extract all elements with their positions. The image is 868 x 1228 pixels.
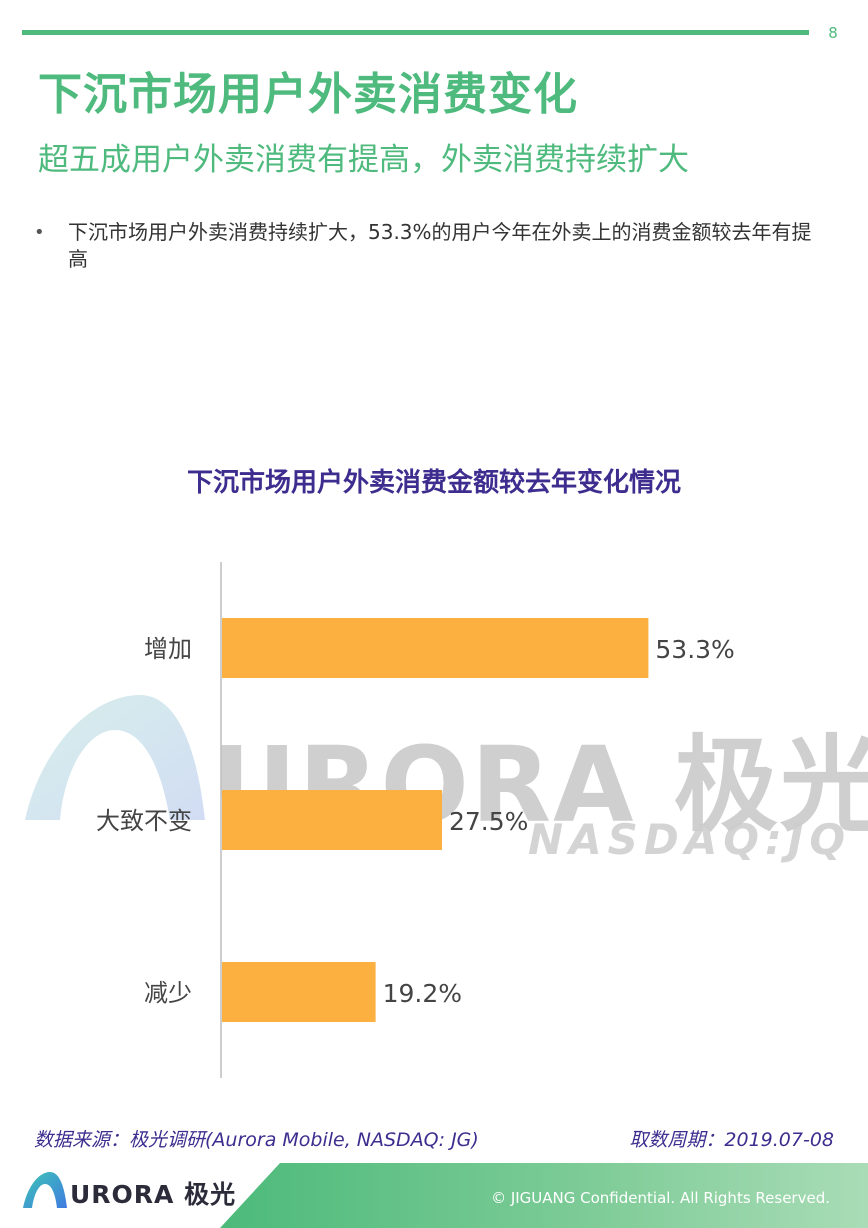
category-label: 减少 <box>144 979 192 1007</box>
top-rule <box>22 30 809 35</box>
data-label: 53.3% <box>655 635 734 664</box>
page-title: 下沉市场用户外卖消费变化 <box>38 69 578 120</box>
bar-chart: 增加 53.3% 大致不变 27.5% 减少 19.2% <box>96 562 735 1078</box>
copyright-text: © JIGUANG Confidential. All Rights Reser… <box>491 1189 830 1207</box>
footer-brand: URORA 极光 <box>70 1180 237 1209</box>
data-label: 19.2% <box>383 979 462 1008</box>
data-label: 27.5% <box>449 807 528 836</box>
bar-0 <box>222 618 649 678</box>
aurora-logo-icon <box>23 1172 67 1208</box>
chart-title: 下沉市场用户外卖消费金额较去年变化情况 <box>186 468 681 498</box>
data-source: 数据来源：极光调研(Aurora Mobile, NASDAQ: JG) <box>34 1129 479 1151</box>
page-number: 8 <box>828 24 838 42</box>
bullet-marker: • <box>34 222 45 243</box>
footer-band <box>220 1163 868 1228</box>
aurora-watermark-logo-icon <box>25 695 205 820</box>
bullet-text: 下沉市场用户外卖消费持续扩大，53.3%的用户今年在外卖上的消费金额较去年有提高 <box>68 220 812 271</box>
category-label: 增加 <box>144 635 192 663</box>
page-subtitle: 超五成用户外卖消费有提高，外卖消费持续扩大 <box>38 142 689 178</box>
bar-2 <box>222 962 376 1022</box>
watermark-ticker: NASDAQ:JQ <box>528 815 852 864</box>
category-label: 大致不变 <box>96 807 192 835</box>
data-period: 取数周期：2019.07-08 <box>629 1129 834 1151</box>
bar-1 <box>222 790 442 850</box>
